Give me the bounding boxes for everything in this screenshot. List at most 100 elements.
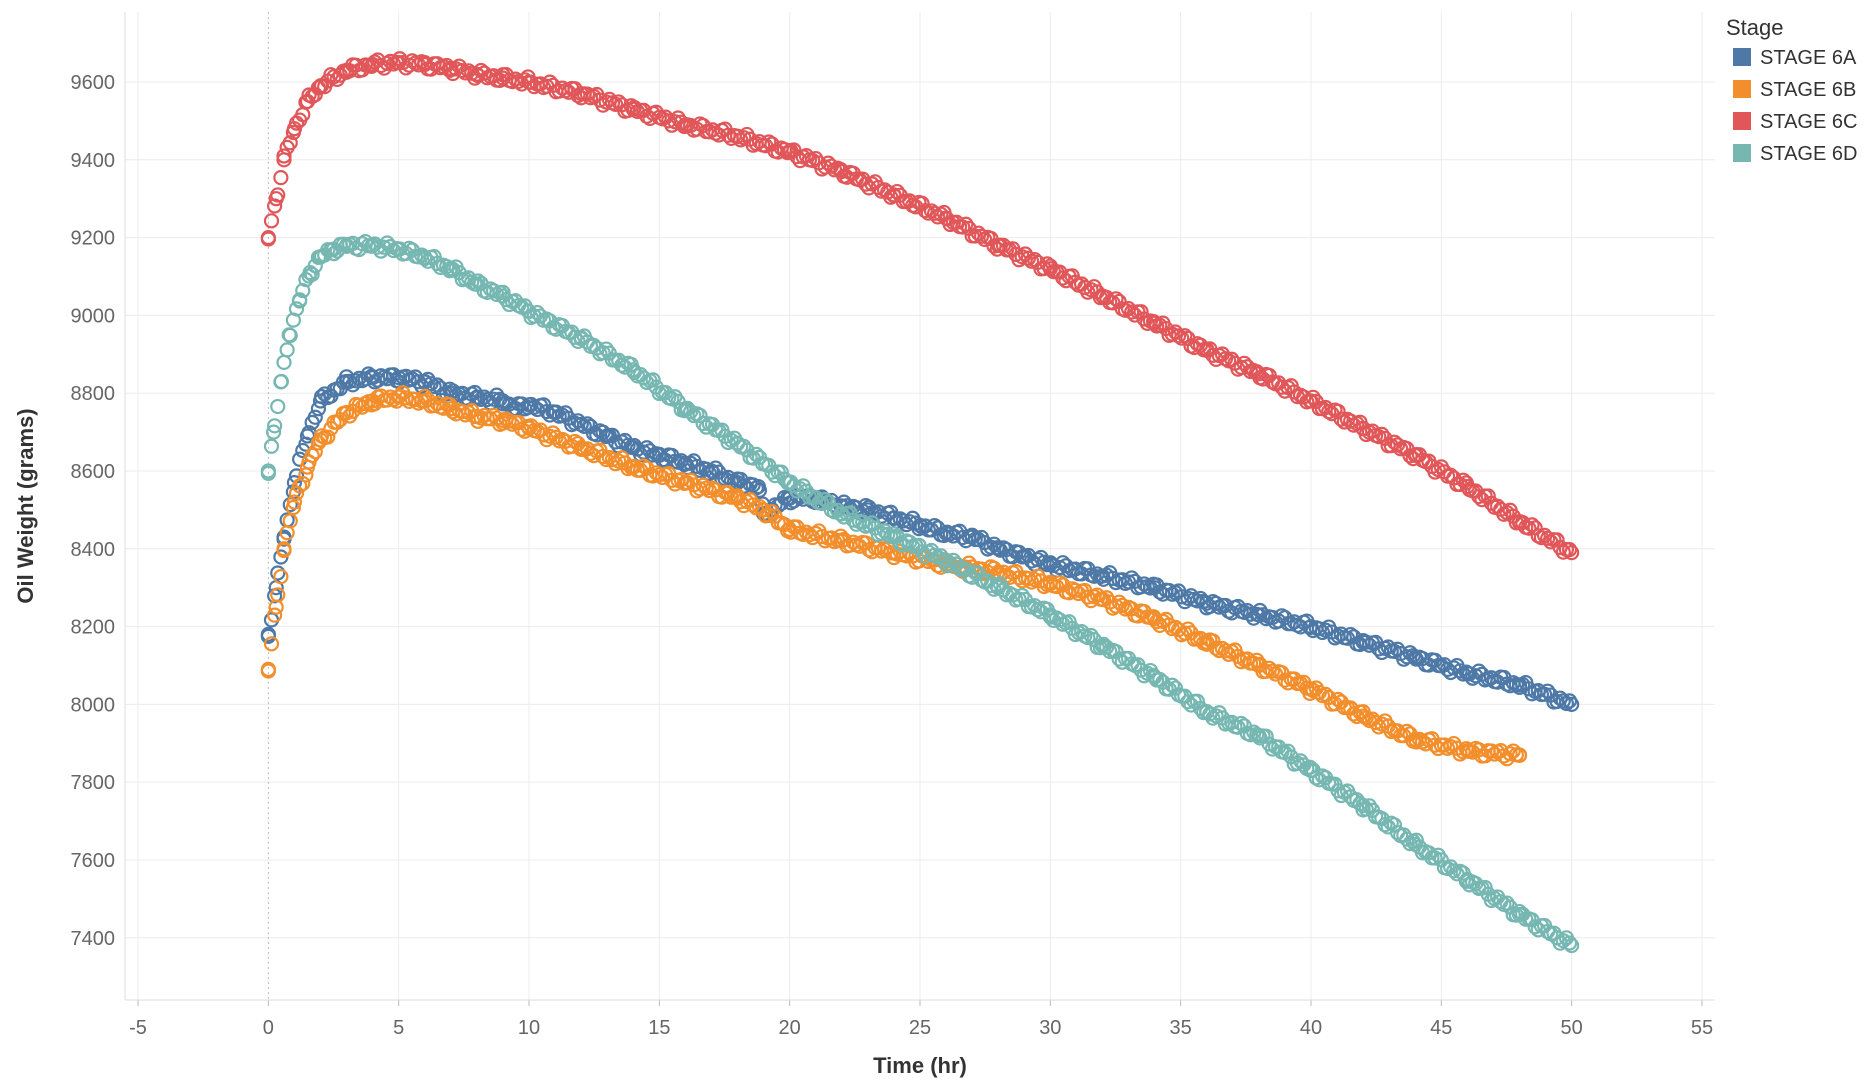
- data-point: [267, 418, 283, 434]
- data-point: [288, 301, 305, 317]
- data-point: [1124, 304, 1140, 320]
- data-point: [1208, 708, 1224, 724]
- data-point: [1459, 743, 1475, 759]
- data-point: [692, 407, 708, 424]
- data-point: [1094, 591, 1111, 607]
- series-stage-6b: [260, 385, 1528, 767]
- data-point: [365, 56, 381, 73]
- x-tick-label: 40: [1300, 1017, 1322, 1039]
- data-point: [860, 502, 876, 518]
- y-axis-title: Oil Weight (grams): [13, 408, 38, 603]
- y-tick-label: 9400: [71, 150, 116, 172]
- data-point: [1199, 595, 1215, 611]
- data-point: [417, 56, 433, 73]
- data-point: [782, 521, 798, 537]
- data-point: [265, 424, 282, 440]
- series-stage-6a: [260, 366, 1580, 712]
- data-point: [338, 237, 355, 253]
- data-point: [1067, 582, 1083, 598]
- data-point: [282, 135, 298, 151]
- data-point: [469, 389, 485, 405]
- data-point: [270, 398, 286, 415]
- data-point: [1405, 648, 1421, 664]
- data-point: [365, 393, 381, 409]
- data-point: [625, 101, 641, 117]
- data-point: [886, 510, 902, 526]
- y-tick-label: 8000: [71, 694, 116, 716]
- y-tick-label: 8800: [71, 383, 116, 405]
- data-point: [1407, 650, 1423, 666]
- data-point: [698, 480, 714, 496]
- x-tick-label: 0: [263, 1017, 274, 1039]
- data-point: [281, 327, 297, 343]
- data-point: [1114, 597, 1130, 614]
- data-point: [1251, 727, 1267, 744]
- data-point: [703, 463, 720, 479]
- legend-swatch: [1733, 144, 1751, 162]
- data-point: [501, 413, 517, 429]
- data-point: [1146, 315, 1163, 331]
- data-point: [276, 354, 292, 370]
- data-point: [338, 62, 355, 78]
- data-point: [764, 464, 780, 480]
- data-point: [756, 502, 772, 518]
- data-point: [834, 533, 850, 549]
- data-point: [312, 249, 329, 265]
- data-point: [548, 429, 564, 445]
- data-point: [1555, 693, 1571, 709]
- data-point: [365, 237, 381, 253]
- data-point: [964, 529, 980, 545]
- data-point: [391, 370, 407, 386]
- data-point: [286, 121, 303, 137]
- x-tick-label: 20: [779, 1017, 801, 1039]
- legend-label: STAGE 6B: [1760, 79, 1856, 101]
- data-point: [260, 626, 276, 642]
- x-axis-title: Time (hr): [873, 1053, 967, 1078]
- data-point: [302, 265, 318, 281]
- data-point: [651, 447, 667, 464]
- data-point: [285, 499, 301, 516]
- data-point: [1251, 607, 1267, 623]
- x-tick-label: 10: [518, 1017, 540, 1039]
- data-point: [268, 599, 284, 615]
- data-point: [938, 525, 954, 541]
- data-point: [443, 60, 459, 77]
- data-point: [429, 255, 445, 272]
- y-tick-label: 8600: [71, 461, 116, 483]
- data-point: [495, 70, 511, 86]
- data-point: [1258, 728, 1274, 744]
- data-point: [1427, 850, 1443, 866]
- data-point: [912, 517, 928, 534]
- y-tick-label: 7400: [71, 928, 116, 950]
- data-point: [279, 342, 295, 358]
- data-point: [695, 415, 711, 432]
- data-point: [990, 580, 1006, 596]
- data-point: [292, 292, 308, 308]
- x-tick-label: 55: [1691, 1017, 1713, 1039]
- gridlines: [125, 12, 1715, 1000]
- data-point: [1042, 556, 1058, 572]
- legend-label: STAGE 6C: [1760, 111, 1857, 133]
- data-point: [1446, 863, 1462, 879]
- data-point: [295, 475, 311, 492]
- data-point: [273, 170, 289, 186]
- data-point: [1011, 591, 1027, 607]
- data-point: [443, 261, 459, 277]
- data-point: [1540, 530, 1556, 546]
- legend-swatch: [1733, 48, 1751, 66]
- data-point: [365, 370, 381, 386]
- y-tick-label: 7600: [71, 850, 116, 872]
- x-tick-label: 30: [1039, 1017, 1061, 1039]
- axes: 7400 7600 7800 8000 8200 8400 8600 8800 9000 9200…: [71, 12, 1715, 1039]
- data-point: [1217, 643, 1234, 659]
- data-point: [1374, 426, 1390, 442]
- data-point: [1199, 634, 1215, 650]
- data-point: [312, 432, 329, 448]
- data-point: [1386, 643, 1402, 659]
- data-point: [595, 448, 611, 465]
- data-point: [1170, 328, 1187, 344]
- data-point: [1483, 743, 1499, 759]
- data-point: [320, 429, 336, 445]
- data-point: [1105, 570, 1121, 587]
- data-point: [1549, 532, 1565, 548]
